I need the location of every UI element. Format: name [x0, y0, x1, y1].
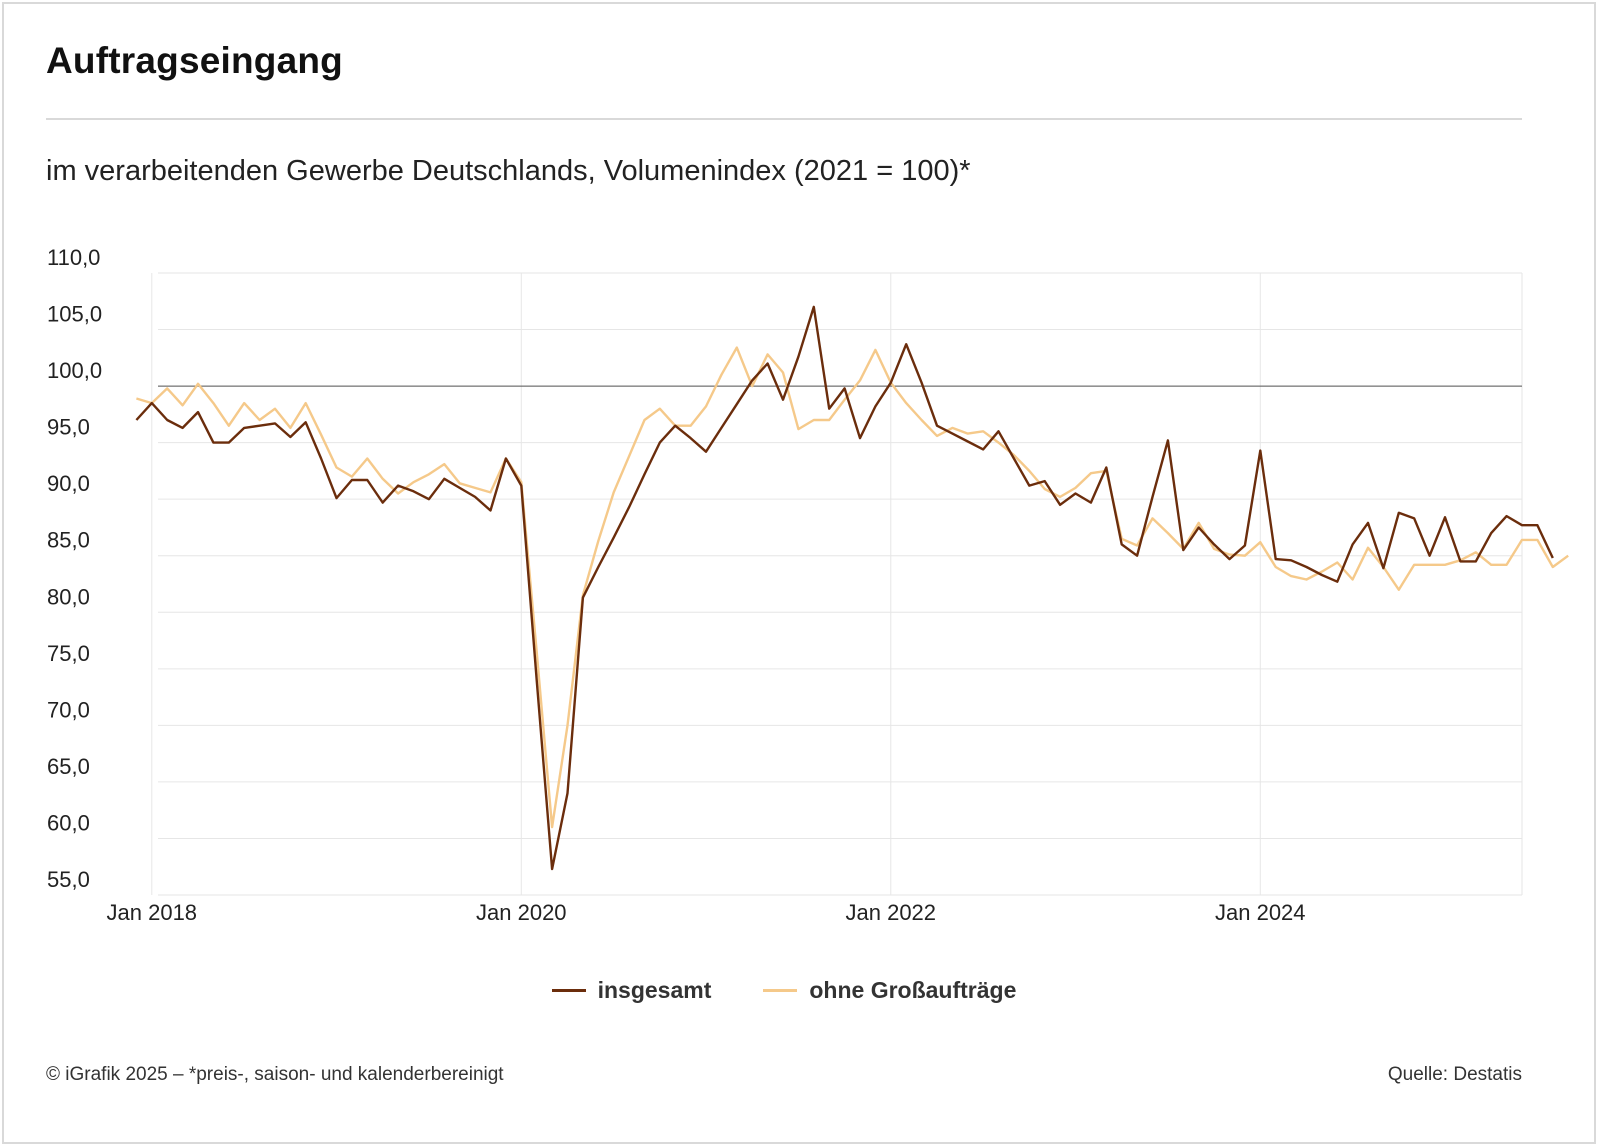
y-tick-label: 90,0	[47, 471, 90, 496]
y-tick-label: 110,0	[47, 245, 100, 270]
legend-item-insgesamt: insgesamt	[551, 977, 712, 1004]
chart-legend: insgesamt ohne Großaufträge	[0, 977, 1568, 1004]
footer-copyright: © iGrafik 2025 – *preis-, saison- und ka…	[46, 1064, 504, 1085]
legend-label-ohne-grossauftraege: ohne Großaufträge	[809, 977, 1017, 1003]
y-tick-label: 80,0	[47, 584, 90, 609]
x-tick-label: Jan 2022	[846, 900, 937, 925]
legend-swatch-insgesamt	[551, 989, 586, 992]
title-divider	[46, 118, 1522, 120]
y-tick-label: 75,0	[47, 641, 90, 666]
y-tick-label: 65,0	[47, 754, 90, 779]
y-tick-label: 95,0	[47, 415, 90, 440]
chart-subtitle: im verarbeitenden Gewerbe Deutschlands, …	[46, 155, 971, 187]
footer-source: Quelle: Destatis	[1387, 1064, 1522, 1085]
y-tick-label: 100,0	[47, 358, 102, 383]
legend-label-insgesamt: insgesamt	[597, 977, 712, 1003]
x-tick-label: Jan 2020	[476, 900, 567, 925]
y-tick-label: 105,0	[47, 302, 102, 327]
y-tick-label: 85,0	[47, 528, 90, 553]
y-tick-label: 70,0	[47, 697, 90, 722]
legend-item-ohne-grossauftraege: ohne Großaufträge	[763, 977, 1016, 1004]
legend-swatch-ohne-grossauftraege	[763, 989, 798, 992]
x-tick-label: Jan 2024	[1215, 900, 1306, 925]
y-tick-label: 55,0	[47, 867, 90, 892]
x-tick-label: Jan 2018	[107, 900, 198, 925]
y-tick-label: 60,0	[47, 810, 90, 835]
line-chart: 55,0 60,0 65,0 70,0 75,0 80,0 85,0 90,0 95,0 100,…	[47, 245, 1569, 925]
series-line-insgesamt	[135, 305, 1554, 871]
chart-title: Auftragseingang	[46, 40, 343, 81]
series-line-ohne-grossauftraege	[136, 346, 1569, 829]
